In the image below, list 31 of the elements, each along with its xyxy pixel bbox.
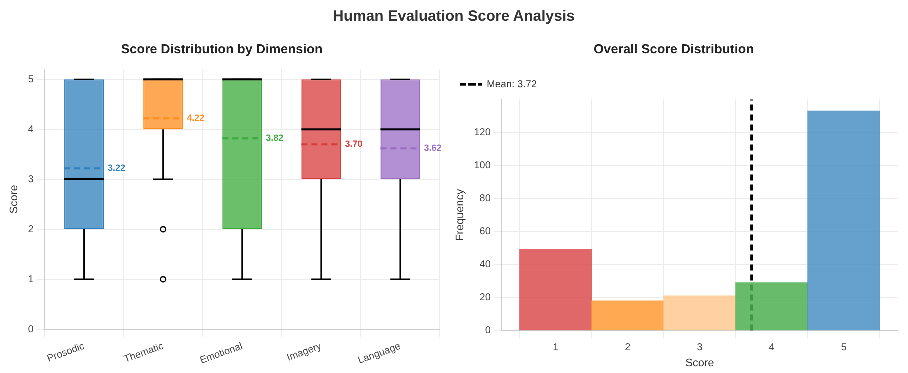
text: 3.82 <box>266 133 284 144</box>
x-tick-label: 1 <box>553 342 560 354</box>
x-tick-label: 3 <box>697 342 704 354</box>
text: 3.70 <box>345 139 363 150</box>
chart-title: Score Distribution by Dimension <box>121 41 323 56</box>
y-tick-label: 2 <box>28 224 34 236</box>
y-tick-label: 80 <box>480 193 492 204</box>
y-tick-label: 40 <box>480 259 492 270</box>
y-tick-label: 1 <box>28 274 34 286</box>
y-tick-label: 100 <box>474 160 492 172</box>
x-tick-label: 4 <box>769 342 776 354</box>
y-tick-label: 3 <box>28 174 34 186</box>
text: 3.62 <box>424 143 442 154</box>
y-axis-title: Frequency <box>454 188 467 242</box>
y-axis-title: Score <box>8 185 21 214</box>
chart-title: Overall Score Distribution <box>594 41 754 56</box>
y-tick-label: 60 <box>480 226 492 238</box>
y-tick-label: 0 <box>28 324 34 336</box>
x-axis-title: Score <box>686 357 714 370</box>
y-tick-label: 4 <box>28 124 34 136</box>
text: 3.22 <box>108 163 126 174</box>
text: Human Evaluation Score Analysis <box>332 7 576 27</box>
x-tick-label: 2 <box>625 342 632 354</box>
x-tick-label: Imagery <box>286 341 324 364</box>
y-tick-label: 120 <box>474 127 492 138</box>
legend-label: Mean: 3.72 <box>487 79 538 90</box>
text: 4.22 <box>187 113 205 124</box>
y-tick-label: 0 <box>485 326 492 337</box>
y-tick-label: 20 <box>480 292 492 304</box>
y-tick-label: 5 <box>28 74 34 86</box>
x-tick-label: 5 <box>841 342 848 354</box>
